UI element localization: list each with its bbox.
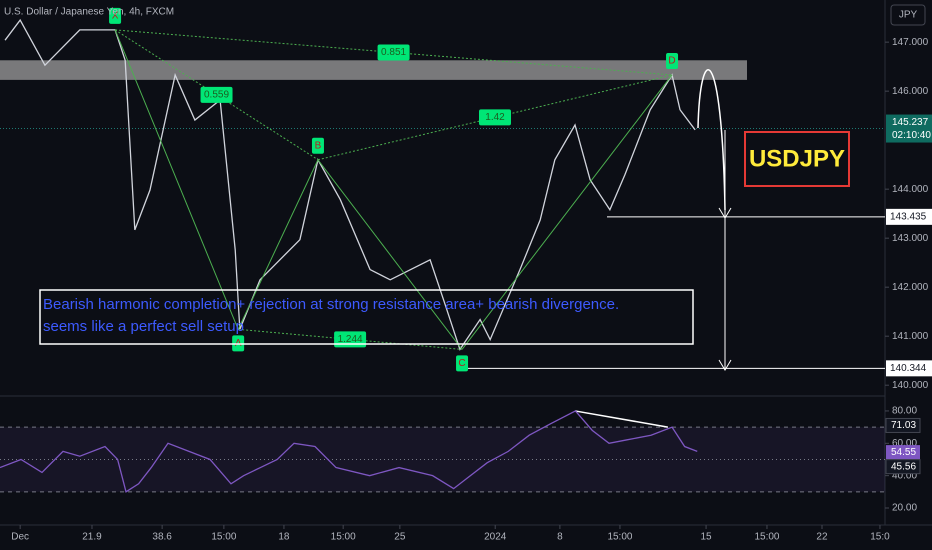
y-tick-label: 143.000 bbox=[892, 233, 929, 244]
x-tick-label: 15 bbox=[701, 532, 713, 543]
x-tick-label: 22 bbox=[816, 532, 828, 543]
y-tick-label: 141.000 bbox=[892, 331, 929, 342]
ratio-line bbox=[317, 74, 673, 161]
ratio-line bbox=[115, 29, 673, 76]
y-tick-label: 20.00 bbox=[892, 503, 917, 514]
pattern-point-label: X bbox=[112, 11, 119, 22]
price-line bbox=[4, 18, 696, 351]
rsi-badge bbox=[885, 417, 921, 433]
pattern-point-label: B bbox=[315, 140, 322, 151]
x-tick-label: 15:00 bbox=[607, 532, 632, 543]
arrow-head bbox=[718, 207, 732, 371]
pattern-point-label: C bbox=[458, 358, 465, 369]
currency-button[interactable] bbox=[890, 4, 926, 26]
ratio-badge bbox=[200, 86, 233, 103]
level-badge bbox=[886, 208, 932, 225]
rsi-badge bbox=[886, 445, 920, 460]
x-tick-label: 15:00 bbox=[754, 532, 779, 543]
annotation-text: Bearish harmonic completion+ rejection a… bbox=[43, 296, 619, 313]
y-tick-label: 146.000 bbox=[892, 86, 929, 97]
y-tick-label: 147.000 bbox=[892, 37, 929, 48]
current-price-label: 145.237 bbox=[892, 117, 929, 128]
rsi-badge-label: 71.03 bbox=[891, 420, 916, 431]
annotation-box bbox=[39, 289, 694, 345]
level-badge bbox=[886, 360, 932, 377]
x-tick-label: 15:00 bbox=[211, 532, 236, 543]
symbol-box bbox=[744, 131, 850, 187]
pattern-leg bbox=[114, 29, 239, 330]
price-line bbox=[0, 410, 698, 493]
pattern-point bbox=[666, 52, 679, 69]
y-tick-label: 140.000 bbox=[892, 380, 929, 391]
countdown-label: 02:10:40 bbox=[892, 130, 931, 141]
y-tick-label: 40.00 bbox=[892, 470, 917, 481]
price-pane: 140.000 141.000 142.000 143.000 144.000 146.0… bbox=[0, 7, 932, 543]
divergence-line bbox=[574, 410, 668, 428]
x-tick-label: 8 bbox=[557, 532, 563, 543]
level-label: 140.344 bbox=[890, 363, 927, 374]
level-label: 143.435 bbox=[890, 211, 927, 222]
x-tick-label: 2024 bbox=[484, 532, 507, 543]
rsi-badge-label: 45.56 bbox=[891, 461, 916, 472]
pattern-point bbox=[456, 355, 469, 372]
x-tick-label: 15:0 bbox=[870, 532, 890, 543]
rsi-badge bbox=[885, 459, 921, 475]
pattern-leg bbox=[317, 159, 463, 350]
projection-arrow bbox=[697, 69, 726, 211]
currency-label[interactable]: JPY bbox=[899, 10, 918, 21]
x-tick-label: 25 bbox=[394, 532, 406, 543]
x-tick-label: Dec bbox=[11, 532, 29, 543]
ratio-badge bbox=[377, 44, 410, 61]
ratio-label: 0.851 bbox=[381, 47, 406, 58]
annotation-text: seems like a perfect sell setup bbox=[43, 318, 244, 335]
current-price-badge bbox=[886, 114, 932, 143]
y-tick-label: 80.00 bbox=[892, 406, 917, 417]
ratio-label: 1.244 bbox=[338, 334, 363, 345]
chart-title: U.S. Dollar / Japanese Yen, 4h, FXCM bbox=[4, 7, 174, 18]
pattern-leg bbox=[461, 74, 673, 350]
x-tick-label: 21.9 bbox=[82, 532, 102, 543]
resistance-zone bbox=[0, 60, 747, 80]
rsi-pane: 20.00 40.00 60.00 80.00 71.03 54.55 45.56 bbox=[0, 406, 921, 514]
x-tick-label: 38.6 bbox=[152, 532, 172, 543]
symbol-label: USDJPY bbox=[749, 145, 845, 172]
pattern-point bbox=[109, 7, 122, 24]
ratio-badge bbox=[479, 109, 512, 126]
rsi-badge-label: 54.55 bbox=[891, 447, 916, 458]
pattern-point-label: D bbox=[668, 56, 675, 67]
pattern-leg bbox=[237, 159, 319, 330]
ratio-label: 0.559 bbox=[204, 89, 229, 100]
y-tick-label: 144.000 bbox=[892, 184, 929, 195]
x-tick-label: 18 bbox=[278, 532, 290, 543]
x-tick-label: 15:00 bbox=[331, 532, 356, 543]
pattern-point bbox=[311, 137, 324, 154]
ratio-label: 1.42 bbox=[485, 112, 505, 123]
y-tick-label: 60.00 bbox=[892, 438, 917, 449]
y-tick-label: 142.000 bbox=[892, 282, 929, 293]
